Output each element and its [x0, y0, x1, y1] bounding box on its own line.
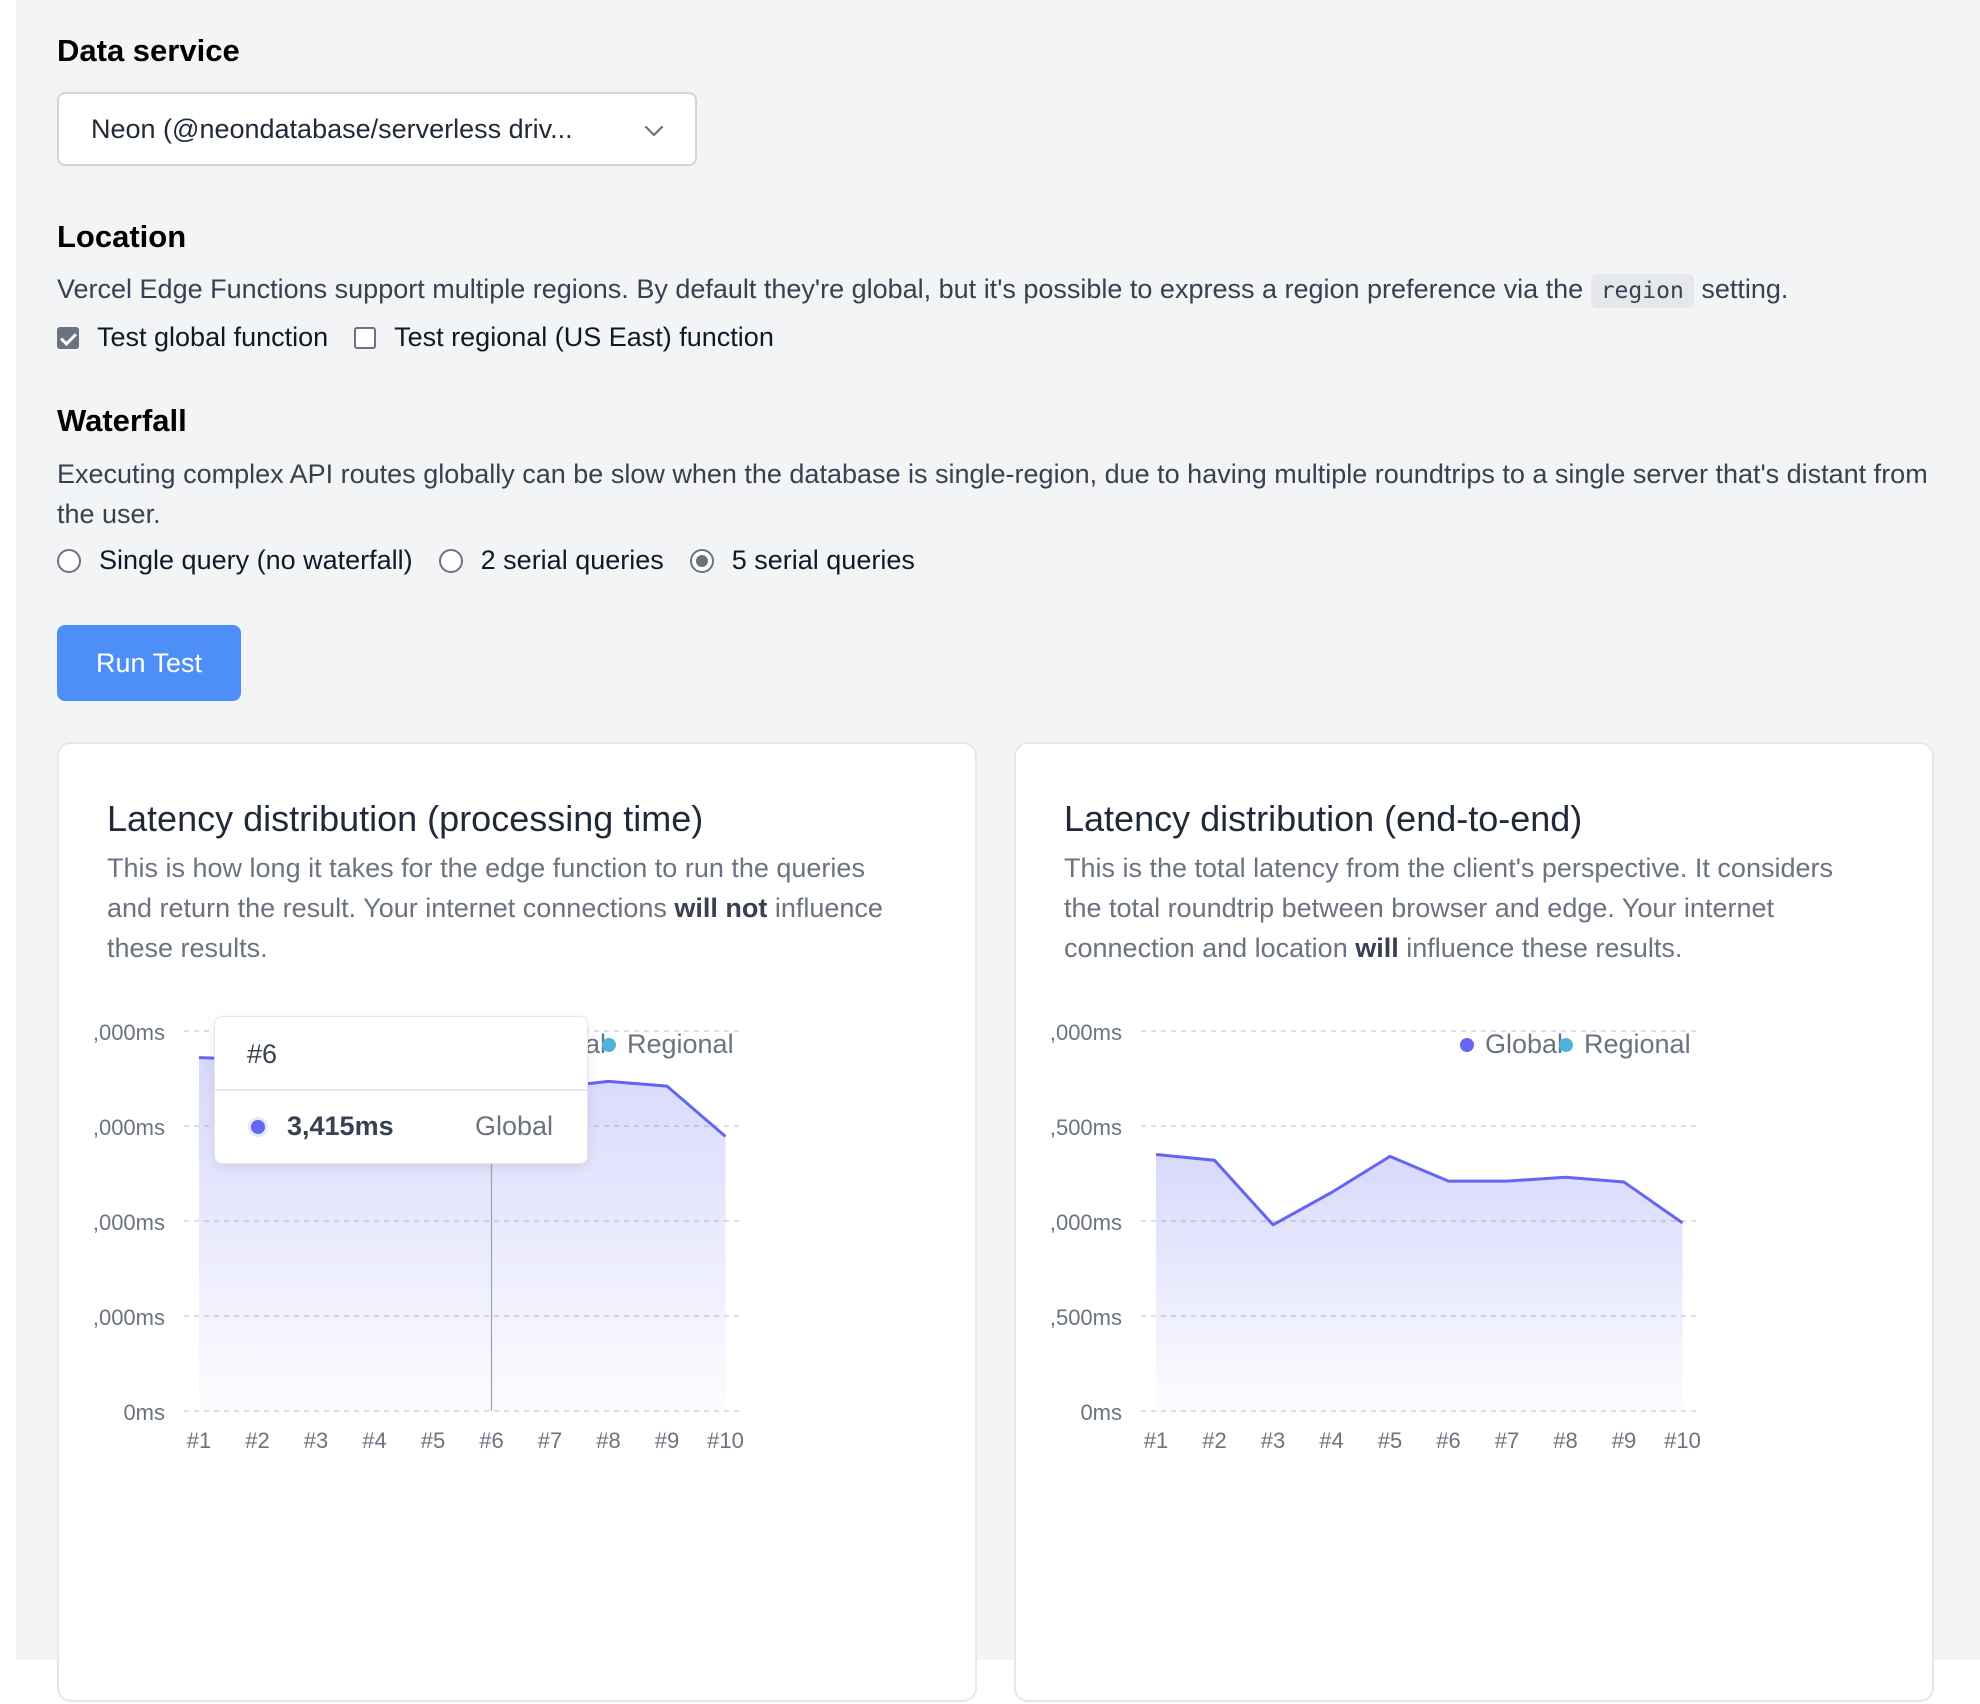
two-serial-option[interactable]: 2 serial queries — [438, 545, 664, 576]
test-global-option[interactable]: Test global function — [57, 322, 328, 353]
x-tick-label: #10 — [707, 1428, 744, 1453]
x-tick-label: #4 — [362, 1428, 386, 1453]
x-tick-label: #5 — [421, 1428, 445, 1453]
x-tick-label: #2 — [1202, 1428, 1226, 1453]
x-tick-label: #1 — [187, 1428, 211, 1453]
five-serial-option[interactable]: 5 serial queries — [689, 545, 915, 576]
x-tick-label: #3 — [1261, 1428, 1285, 1453]
y-tick-label: ,000ms — [93, 1020, 165, 1045]
emphasis-text: will not — [674, 893, 768, 923]
card-description: This is how long it takes for the edge f… — [107, 848, 907, 968]
x-tick-label: #8 — [1553, 1428, 1577, 1453]
data-service-selected-value: Neon (@neondatabase/serverless driv... — [91, 114, 573, 144]
legend-marker — [1460, 1038, 1474, 1052]
y-tick-label: ,000ms — [93, 1305, 165, 1330]
x-tick-label: #3 — [304, 1428, 328, 1453]
x-tick-label: #4 — [1319, 1428, 1343, 1453]
two-serial-radio[interactable] — [438, 548, 463, 573]
y-tick-label: 0ms — [123, 1400, 165, 1425]
x-tick-label: #9 — [655, 1428, 679, 1453]
chevron-down-icon — [644, 125, 664, 137]
series-area — [1156, 1154, 1683, 1411]
processing-latency-card: Latency distribution (processing time) T… — [57, 742, 977, 1702]
test-global-checkbox[interactable] — [57, 326, 79, 349]
tooltip-value: 3,415ms — [287, 1111, 394, 1141]
description-text: influence these results. — [107, 893, 883, 963]
five-serial-radio[interactable] — [689, 548, 714, 573]
waterfall-description: Executing complex API routes globally ca… — [57, 459, 1928, 529]
single-query-radio[interactable] — [57, 548, 81, 573]
location-heading: Location — [57, 219, 187, 254]
tooltip-divider — [215, 1089, 587, 1091]
tooltip-title: #6 — [247, 1039, 278, 1069]
description-text: influence these results. — [1398, 933, 1683, 963]
x-tick-label: #8 — [596, 1428, 620, 1453]
x-tick-label: #10 — [1664, 1428, 1701, 1453]
location-options: Test global function Test regional (US E… — [57, 322, 800, 353]
x-tick-label: #2 — [245, 1428, 269, 1453]
x-tick-label: #5 — [1378, 1428, 1402, 1453]
emphasis-text: will — [1355, 933, 1399, 963]
legend-label: Global — [1485, 1029, 1563, 1059]
card-title: Latency distribution (end-to-end) — [1064, 798, 1583, 839]
data-service-select[interactable]: Neon (@neondatabase/serverless driv... — [57, 92, 697, 166]
x-tick-label: #9 — [1612, 1428, 1636, 1453]
x-tick-label: #6 — [479, 1428, 503, 1453]
x-tick-label: #7 — [538, 1428, 562, 1453]
legend-marker — [1559, 1038, 1573, 1052]
description-text: This is the total latency from the clien… — [1064, 853, 1833, 963]
legend-label: Regional — [1584, 1029, 1691, 1059]
description-text: This is how long it takes for the edge f… — [107, 853, 865, 923]
y-tick-label: ,000ms — [93, 1210, 165, 1235]
test-regional-option[interactable]: Test regional (US East) function — [354, 322, 774, 353]
x-tick-label: #6 — [1436, 1428, 1460, 1453]
legend-marker — [602, 1038, 616, 1052]
region-code: region — [1590, 274, 1694, 308]
data-service-heading: Data service — [57, 33, 240, 68]
y-tick-label: ,000ms — [93, 1115, 165, 1140]
test-regional-checkbox[interactable] — [354, 326, 377, 349]
location-description: Vercel Edge Functions support multiple r… — [57, 269, 1788, 311]
single-query-option[interactable]: Single query (no waterfall) — [57, 545, 413, 576]
card-title: Latency distribution (processing time) — [107, 798, 704, 839]
x-tick-label: #1 — [1144, 1428, 1168, 1453]
tooltip-series-name: Global — [474, 1111, 553, 1141]
processing-latency-chart: 0ms ,000ms ,000ms ,000ms ,000ms #1 #2 #3 #4 #5 #6 #… — [93, 1020, 744, 1453]
card-description: This is the total latency from the clien… — [1064, 848, 1864, 968]
y-tick-label: 0ms — [1080, 1400, 1122, 1425]
y-tick-label: ,500ms — [1050, 1115, 1122, 1140]
tooltip-series-dot — [251, 1120, 265, 1134]
waterfall-heading: Waterfall — [57, 403, 187, 438]
end-to-end-latency-chart: 0ms ,500ms ,000ms ,500ms ,000ms #1 #2 #3 #4 #5 #6 #… — [1050, 1020, 1701, 1453]
y-tick-label: ,000ms — [1050, 1210, 1122, 1235]
run-test-button[interactable]: Run Test — [57, 625, 241, 701]
series-line — [1155, 1153, 1684, 1227]
y-tick-label: ,000ms — [1050, 1020, 1122, 1045]
end-to-end-latency-card: Latency distribution (end-to-end) This i… — [1014, 742, 1934, 1702]
y-tick-label: ,500ms — [1050, 1305, 1122, 1330]
waterfall-options: Single query (no waterfall) 2 serial que… — [57, 545, 941, 576]
page: Data service Neon (@neondatabase/serverl… — [16, 0, 1980, 1702]
x-tick-label: #7 — [1495, 1428, 1519, 1453]
chart-tooltip: #6 3,415ms Global — [214, 1016, 588, 1164]
legend-label: Regional — [627, 1029, 734, 1059]
